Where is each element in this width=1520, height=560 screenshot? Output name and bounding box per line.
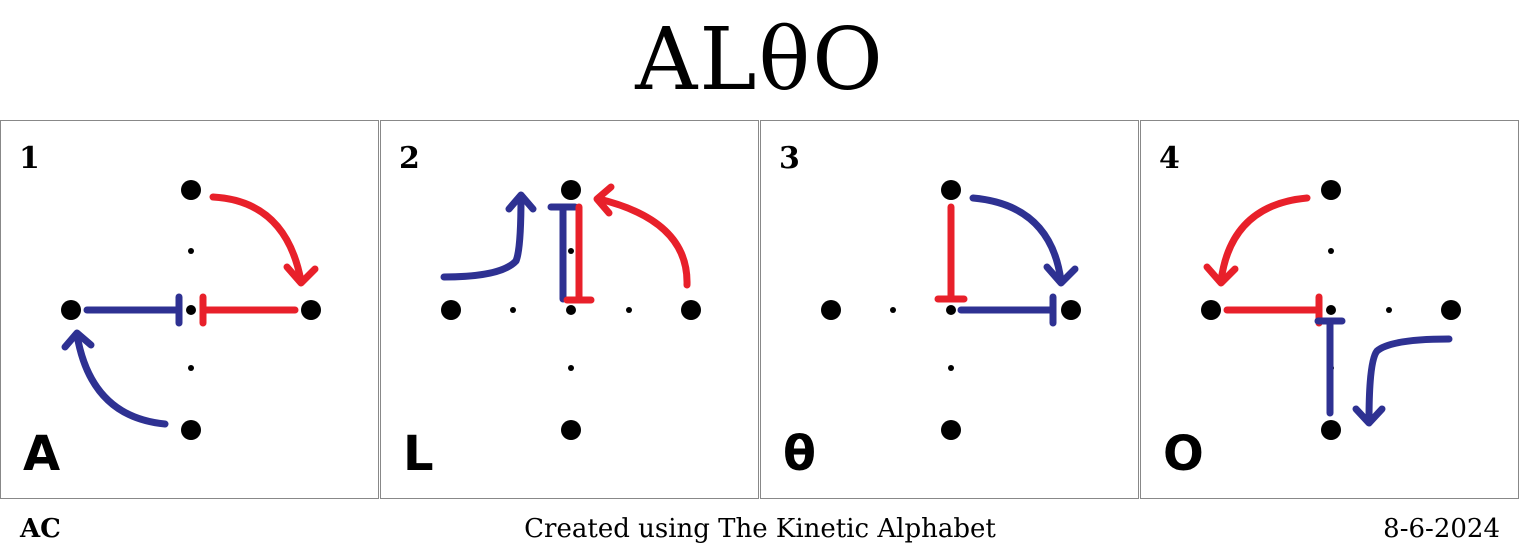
step-letter: L: [403, 426, 434, 482]
page-title: ALθO: [635, 10, 885, 110]
step-number: 4: [1159, 141, 1180, 176]
step-number: 2: [399, 141, 420, 176]
step-diagram-4: [1201, 180, 1461, 440]
dot-small: [188, 248, 194, 254]
dot-bottom: [561, 420, 581, 440]
dot-bottom: [1321, 420, 1341, 440]
red-arrowhead: [1203, 263, 1239, 287]
dot-top: [181, 180, 201, 200]
dot-left: [1201, 300, 1221, 320]
dot-bottom: [941, 420, 961, 440]
dot-center: [946, 305, 956, 315]
step-number: 1: [19, 141, 40, 176]
step-diagram-1: [61, 180, 321, 440]
dot-small: [890, 307, 896, 313]
blue-curved-arrow: [1365, 335, 1453, 425]
blue-arrowhead: [1352, 405, 1386, 427]
dot-right: [301, 300, 321, 320]
dot-left: [441, 300, 461, 320]
dot-top: [561, 180, 581, 200]
footer: AC Created using The Kinetic Alphabet 8-…: [0, 510, 1520, 550]
blue-curved-arrow: [969, 194, 1065, 285]
blue-arrowhead: [61, 329, 95, 351]
step-panels: 1 A: [0, 120, 1520, 500]
author-initials: AC: [20, 514, 61, 544]
dot-right: [1061, 300, 1081, 320]
red-arrowhead: [593, 183, 615, 217]
blue-arrowhead: [1043, 263, 1079, 287]
dot-small: [188, 365, 194, 371]
dot-right: [1441, 300, 1461, 320]
date-text: 8-6-2024: [1383, 514, 1500, 544]
step-panel-1: 1 A: [0, 120, 379, 499]
dot-left: [61, 300, 81, 320]
step-panel-4: 4 O: [1140, 120, 1519, 499]
dot-left: [821, 300, 841, 320]
dot-grid: [821, 180, 1081, 440]
blue-curved-arrow: [440, 193, 525, 281]
dot-grid: [441, 180, 701, 440]
step-panel-3: 3 θ: [760, 120, 1139, 499]
blue-curved-arrow: [73, 331, 169, 428]
dot-center: [186, 305, 196, 315]
dot-small: [568, 248, 574, 254]
dot-right: [681, 300, 701, 320]
red-curved-arrow: [1217, 194, 1311, 285]
step-diagram-3: [821, 180, 1081, 440]
dot-small: [948, 365, 954, 371]
red-arrowhead: [283, 263, 319, 287]
dot-top: [941, 180, 961, 200]
dot-center: [1326, 305, 1336, 315]
step-panel-2: 2 L: [380, 120, 759, 499]
credit-text: Created using The Kinetic Alphabet: [524, 514, 996, 544]
dot-bottom: [181, 420, 201, 440]
red-curved-arrow: [209, 193, 305, 285]
step-number: 3: [779, 141, 800, 176]
step-letter: θ: [783, 426, 816, 482]
dot-small: [1386, 307, 1392, 313]
dot-small: [568, 365, 574, 371]
dot-top: [1321, 180, 1341, 200]
dot-small: [626, 307, 632, 313]
step-letter: O: [1163, 426, 1204, 482]
step-diagram-2: [440, 180, 701, 440]
dot-center: [566, 305, 576, 315]
step-letter: A: [23, 426, 61, 482]
blue-arrowhead: [505, 191, 537, 213]
dot-small: [510, 307, 516, 313]
dot-small: [1328, 248, 1334, 254]
dot-grid: [1201, 180, 1461, 440]
red-curved-arrow: [595, 195, 691, 289]
